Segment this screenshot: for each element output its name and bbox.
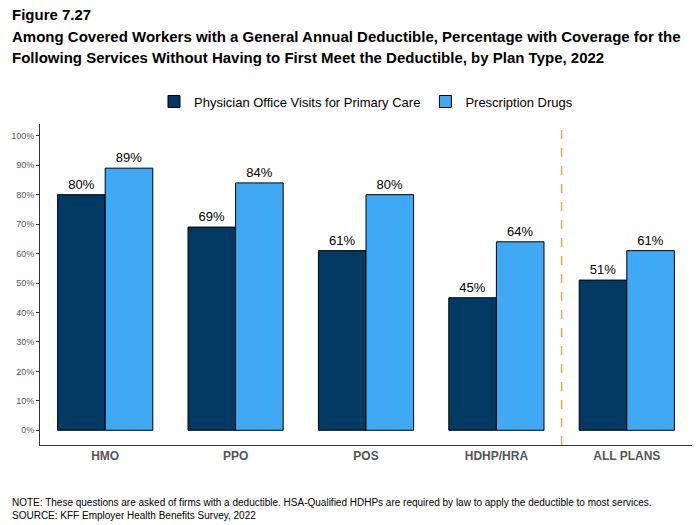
svg-text:HMO: HMO bbox=[91, 449, 119, 463]
html-text:NOTE: These questions are aske: NOTE: These questions are asked of firms… bbox=[12, 497, 652, 508]
svg-text:60%: 60% bbox=[16, 249, 34, 259]
svg-text:40%: 40% bbox=[16, 308, 34, 318]
svg-text:0%: 0% bbox=[21, 425, 34, 435]
svg-text:84%: 84% bbox=[246, 165, 272, 180]
svg-text:POS: POS bbox=[353, 449, 378, 463]
svg-text:100%: 100% bbox=[11, 131, 34, 141]
svg-text:Prescription Drugs: Prescription Drugs bbox=[465, 95, 572, 110]
svg-text:10%: 10% bbox=[16, 396, 34, 406]
svg-text:61%: 61% bbox=[329, 233, 355, 248]
svg-text:51%: 51% bbox=[590, 262, 616, 277]
svg-text:61%: 61% bbox=[637, 233, 663, 248]
svg-text:50%: 50% bbox=[16, 278, 34, 288]
html-text:SOURCE: KFF Employer Health Be: SOURCE: KFF Employer Health Benefits Sur… bbox=[12, 510, 256, 521]
svg-text:90%: 90% bbox=[16, 160, 34, 170]
svg-text:80%: 80% bbox=[377, 177, 403, 192]
svg-text:70%: 70% bbox=[16, 219, 34, 229]
svg-text:Physician Office Visits for Pr: Physician Office Visits for Primary Care bbox=[194, 95, 420, 110]
svg-text:64%: 64% bbox=[507, 224, 533, 239]
svg-text:80%: 80% bbox=[16, 190, 34, 200]
svg-text:69%: 69% bbox=[199, 209, 225, 224]
svg-text:PPO: PPO bbox=[223, 449, 248, 463]
svg-text:45%: 45% bbox=[459, 280, 485, 295]
svg-text:20%: 20% bbox=[16, 367, 34, 377]
svg-text:30%: 30% bbox=[16, 337, 34, 347]
html-text:Figure 7.27: Figure 7.27 bbox=[12, 6, 92, 23]
svg-text:ALL PLANS: ALL PLANS bbox=[593, 449, 660, 463]
html-text:Among Covered Workers with a G: Among Covered Workers with a General Ann… bbox=[12, 28, 681, 66]
svg-text:89%: 89% bbox=[116, 150, 142, 165]
svg-text:HDHP/HRA: HDHP/HRA bbox=[465, 449, 529, 463]
svg-text:80%: 80% bbox=[68, 177, 94, 192]
